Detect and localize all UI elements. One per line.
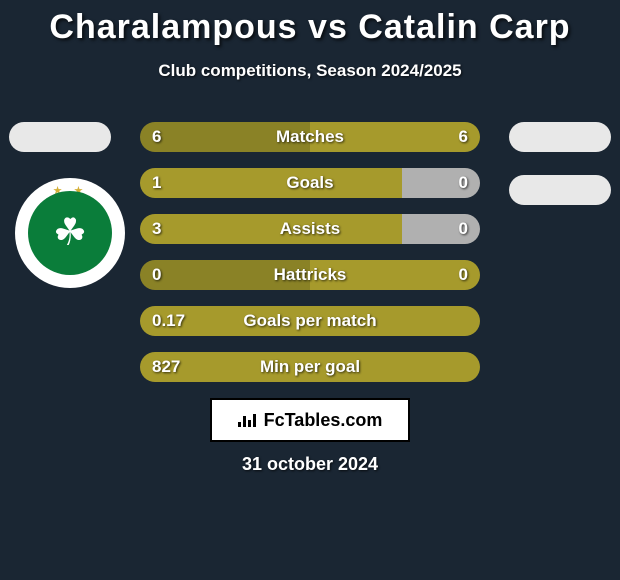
card-date: 31 october 2024	[0, 454, 620, 475]
card-title: Charalampous vs Catalin Carp	[0, 0, 620, 47]
stat-bars: 6Matches61Goals03Assists00Hattricks00.17…	[140, 122, 480, 398]
player1-badge-placeholder	[9, 122, 111, 152]
stat-bar: 0.17Goals per match	[140, 306, 480, 336]
stat-bar: 1Goals0	[140, 168, 480, 198]
source-logo-text: FcTables.com	[264, 410, 383, 431]
stat-label: Matches	[140, 122, 480, 152]
stat-bar: 6Matches6	[140, 122, 480, 152]
comparison-card: Charalampous vs Catalin Carp Club compet…	[0, 0, 620, 580]
shamrock-icon: ☘	[53, 214, 87, 252]
stat-bar: 3Assists0	[140, 214, 480, 244]
stat-value-right: 0	[459, 260, 468, 290]
stat-value-right: 0	[459, 168, 468, 198]
stat-label: Assists	[140, 214, 480, 244]
stat-label: Hattricks	[140, 260, 480, 290]
stat-label: Goals per match	[140, 306, 480, 336]
stat-label: Goals	[140, 168, 480, 198]
club-emblem: ☘	[28, 191, 112, 275]
card-subtitle: Club competitions, Season 2024/2025	[0, 61, 620, 81]
player2-badge-placeholder	[509, 122, 611, 152]
bars-icon	[238, 413, 258, 427]
stat-value-right: 0	[459, 214, 468, 244]
stat-value-right: 6	[459, 122, 468, 152]
player1-club-badge: ★ ★ ☘	[15, 178, 125, 288]
stat-label: Min per goal	[140, 352, 480, 382]
stat-bar: 0Hattricks0	[140, 260, 480, 290]
source-logo: FcTables.com	[210, 398, 410, 442]
stat-bar: 827Min per goal	[140, 352, 480, 382]
player2-club-placeholder	[509, 175, 611, 205]
